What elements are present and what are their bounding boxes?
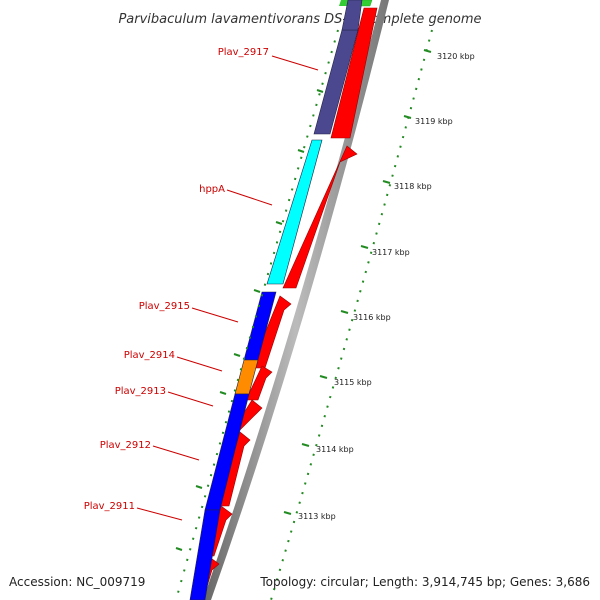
- genome-backbone: [203, 0, 389, 600]
- leader-plav-2911: [136, 507, 183, 521]
- scale-label-1: 3120 kbp: [437, 52, 475, 61]
- gene-label-hppa: hppA: [199, 184, 225, 195]
- accession-text: Accession: NC_009719: [9, 575, 145, 589]
- leader-plav-2914: [176, 356, 223, 372]
- major-tick-3117: [360, 245, 369, 249]
- scale-label-7: 3114 kbp: [316, 445, 354, 454]
- scale-labels: 3120 kbp 3119 kbp 3118 kbp 3117 kbp 3116…: [298, 52, 475, 521]
- major-tick-3119: [403, 115, 412, 119]
- major-tick-3120: [423, 49, 432, 53]
- gene-marker-track: [175, 29, 339, 600]
- scale-label-2: 3119 kbp: [415, 117, 453, 126]
- major-tick-3115: [319, 375, 328, 379]
- scale-label-8: 3113 kbp: [298, 512, 336, 521]
- gene-block-plav-2917-top: [341, 0, 363, 31]
- gene-label-plav-2914: Plav_2914: [124, 350, 175, 361]
- leader-plav-2913: [167, 391, 214, 407]
- scale-label-4: 3117 kbp: [372, 248, 410, 257]
- leader-plav-2912: [152, 445, 200, 461]
- gene-block-hppa: [266, 139, 323, 285]
- leader-plav-2915: [191, 307, 239, 323]
- scale-major-ticks: [283, 49, 432, 515]
- map-title: Parvibaculum lavamentivorans DS-1, compl…: [118, 12, 481, 27]
- leader-hppa: [226, 189, 273, 206]
- forward-gene-2: [282, 145, 358, 289]
- gene-block-plav-2911: [189, 509, 221, 600]
- forward-strand-genes: [192, 7, 378, 600]
- gene-label-plav-2917: Plav_2917: [218, 47, 269, 58]
- gene-leader-lines: [136, 55, 319, 521]
- forward-gene-1: [330, 7, 378, 139]
- gene-label-plav-2913: Plav_2913: [115, 386, 166, 397]
- major-tick-3118: [382, 180, 391, 184]
- gene-boundary-markers: [175, 89, 324, 551]
- scale-label-6: 3115 kbp: [334, 378, 372, 387]
- gene-label-plav-2912: Plav_2912: [100, 440, 151, 451]
- major-tick-3116: [340, 310, 349, 314]
- scale-label-3: 3118 kbp: [394, 182, 432, 191]
- major-tick-3114: [301, 443, 310, 447]
- gene-label-plav-2915: Plav_2915: [139, 301, 190, 312]
- major-tick-3113: [283, 511, 292, 515]
- scale-label-5: 3116 kbp: [353, 313, 391, 322]
- gene-labels: Plav_2917 hppA Plav_2915 Plav_2914 Plav_…: [84, 47, 269, 512]
- gene-label-plav-2911: Plav_2911: [84, 501, 135, 512]
- reverse-strand-genes: [189, 0, 363, 600]
- leader-plav-2917: [271, 55, 319, 71]
- topology-text: Topology: circular; Length: 3,914,745 bp…: [259, 575, 590, 589]
